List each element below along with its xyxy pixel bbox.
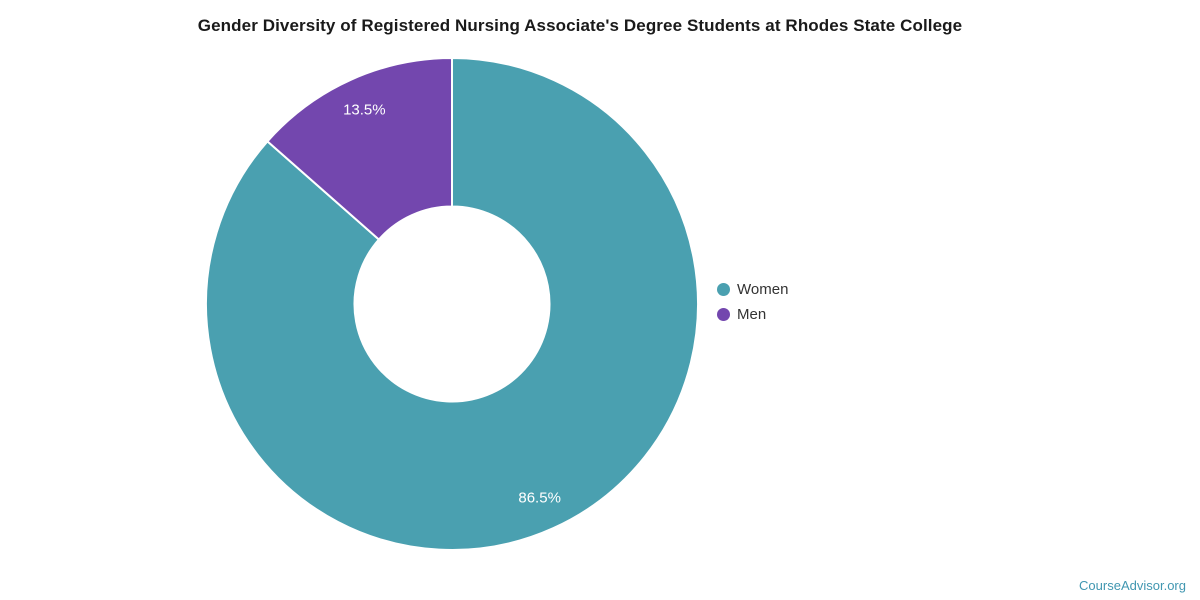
legend-marker-women	[717, 282, 730, 296]
slice-label-men: 13.5%	[343, 101, 386, 118]
legend-label-women: Women	[737, 280, 789, 298]
chart-title: Gender Diversity of Registered Nursing A…	[197, 16, 963, 35]
legend-label-men: Men	[737, 305, 767, 323]
slice-label-women: 86.5%	[518, 490, 561, 507]
watermark-link[interactable]: CourseAdvisor.org	[1079, 578, 1186, 593]
legend: Women Men	[717, 279, 788, 324]
pie-slice-women[interactable]	[205, 57, 699, 551]
legend-item-women[interactable]: Women	[717, 279, 788, 299]
legend-item-men[interactable]: Men	[717, 304, 788, 324]
pie-slice-men[interactable]	[266, 57, 453, 241]
legend-marker-men	[717, 307, 730, 321]
